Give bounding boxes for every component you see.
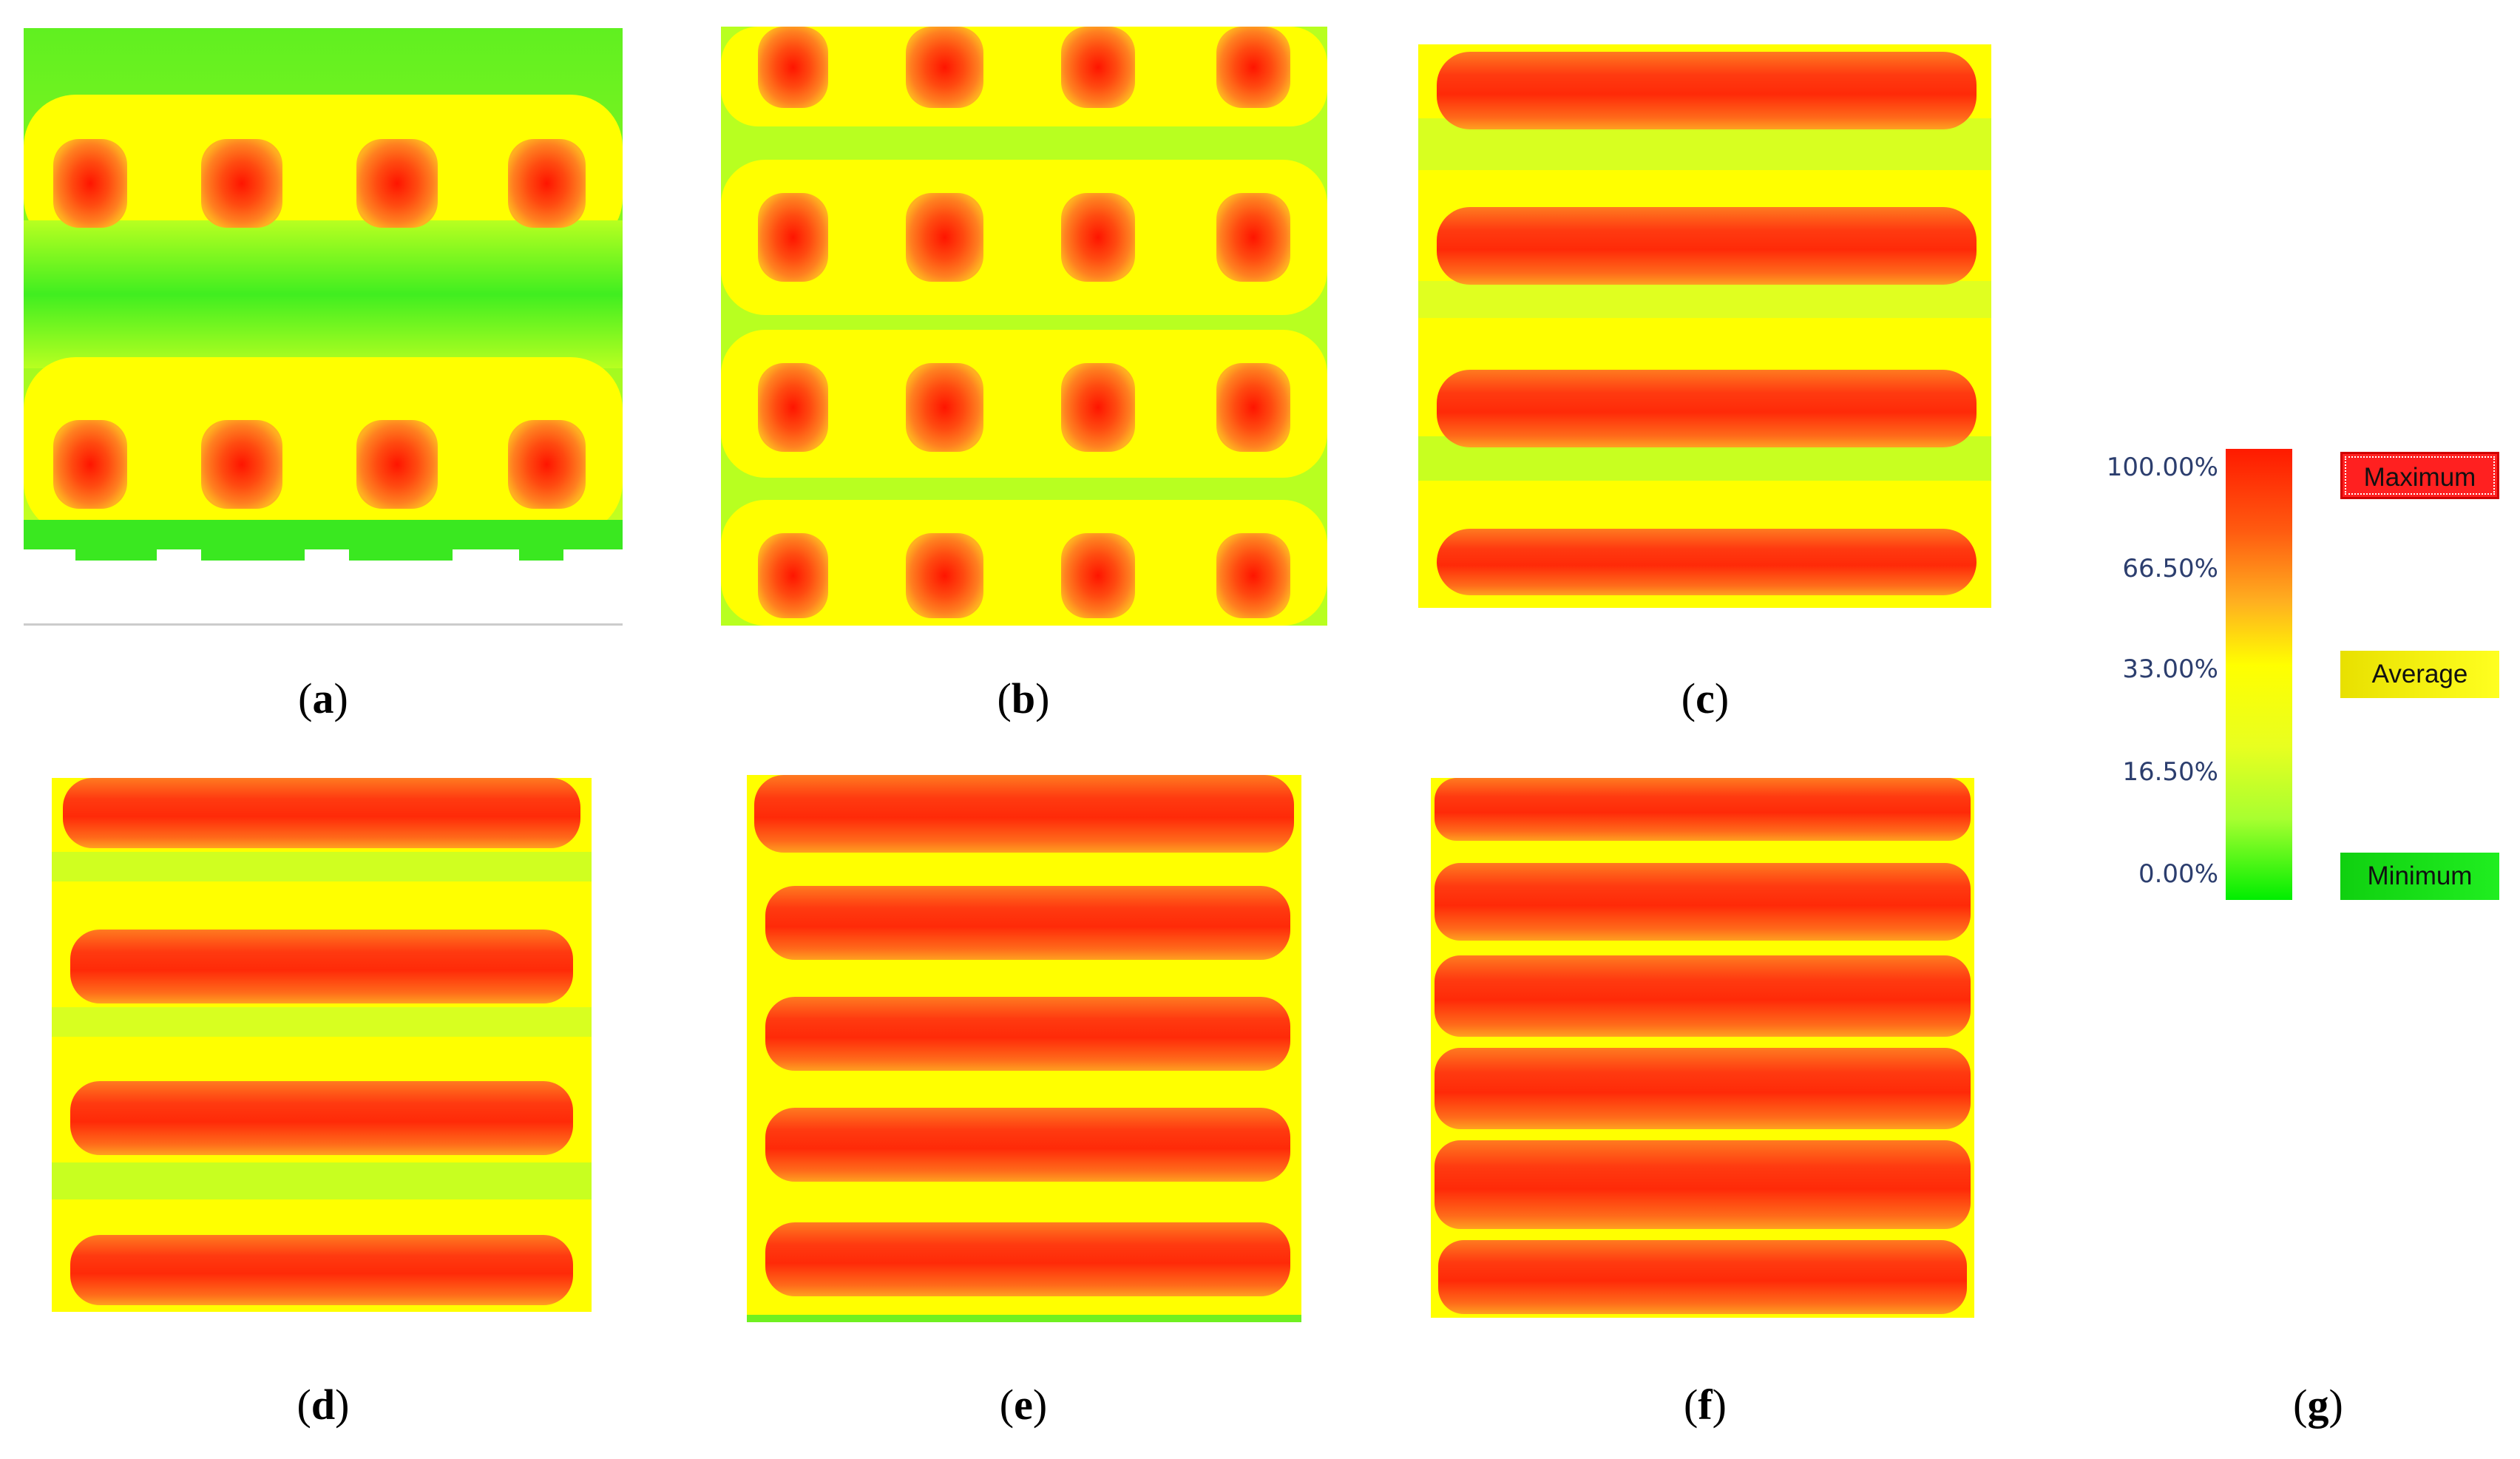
legend-minimum-label: Minimum: [2340, 853, 2499, 900]
legend-color-bar: [2226, 449, 2292, 900]
heatmap-c: [1418, 44, 1991, 608]
heatmap-f: [1431, 778, 1974, 1318]
caption-d: (d): [297, 1381, 350, 1429]
caption-f: (f): [1684, 1381, 1727, 1429]
legend-tick-16: 16.50%: [2122, 757, 2218, 787]
caption-e: (e): [999, 1381, 1048, 1429]
caption-b: (b): [997, 674, 1050, 722]
legend-average-label: Average: [2340, 651, 2499, 698]
heatmap-e: [747, 775, 1301, 1322]
legend-tick-33: 33.00%: [2122, 654, 2218, 684]
legend-tick-100: 100.00%: [2106, 453, 2218, 482]
heatmap-d: [52, 778, 592, 1312]
legend-maximum-label: Maximum: [2340, 452, 2499, 499]
caption-c: (c): [1681, 674, 1730, 722]
heatmap-a: [24, 28, 623, 627]
heatmap-b: [721, 27, 1327, 626]
caption-a: (a): [298, 674, 348, 722]
caption-g: (g): [2293, 1381, 2343, 1429]
legend-tick-0: 0.00%: [2138, 859, 2218, 889]
legend-tick-66: 66.50%: [2122, 554, 2218, 583]
